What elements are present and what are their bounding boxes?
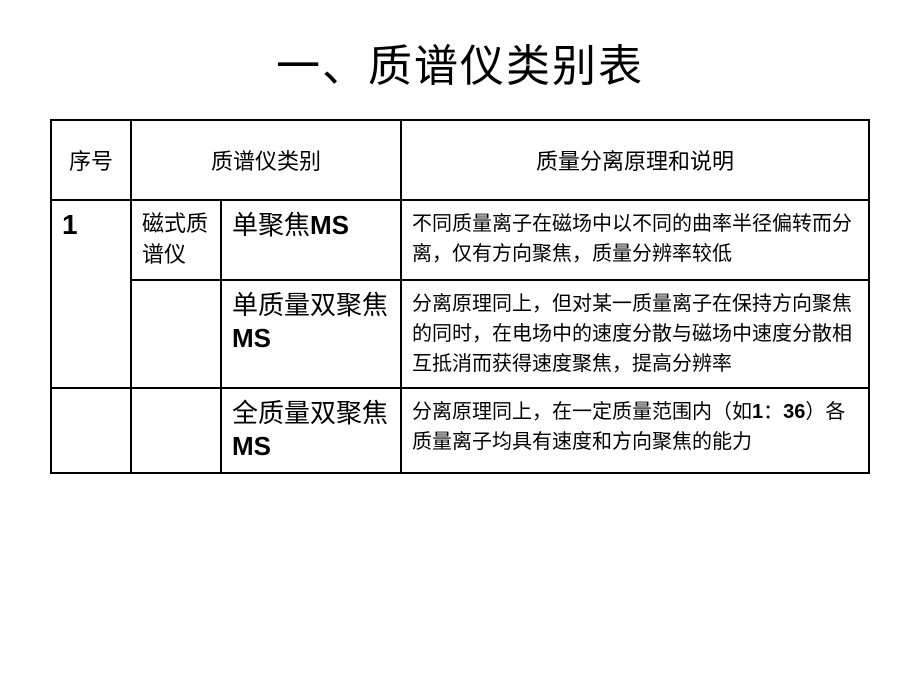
header-category: 质谱仪类别	[131, 120, 401, 200]
header-seq: 序号	[51, 120, 131, 200]
table-row: 1 磁式质谱仪 单聚焦MS 不同质量离子在磁场中以不同的曲率半径偏转而分离，仅有…	[51, 200, 869, 280]
table-row: 单质量双聚焦MS 分离原理同上，但对某一质量离子在保持方向聚焦的同时，在电场中的…	[51, 280, 869, 388]
category-cell-empty	[131, 388, 221, 474]
type-cell: 全质量双聚焦MS	[221, 388, 401, 474]
description-cell: 不同质量离子在磁场中以不同的曲率半径偏转而分离，仅有方向聚焦，质量分辨率较低	[401, 200, 869, 280]
spectrometer-table: 序号 质谱仪类别 质量分离原理和说明 1 磁式质谱仪 单聚焦MS 不同质量离子在…	[50, 119, 870, 474]
description-cell: 分离原理同上，在一定质量范围内（如1：36）各质量离子均具有速度和方向聚焦的能力	[401, 388, 869, 474]
header-description: 质量分离原理和说明	[401, 120, 869, 200]
table-header-row: 序号 质谱仪类别 质量分离原理和说明	[51, 120, 869, 200]
category-cell-empty	[131, 280, 221, 388]
description-cell: 分离原理同上，但对某一质量离子在保持方向聚焦的同时，在电场中的速度分散与磁场中速…	[401, 280, 869, 388]
seq-cell-empty	[51, 388, 131, 474]
seq-cell: 1	[51, 200, 131, 388]
type-cell: 单质量双聚焦MS	[221, 280, 401, 388]
category-cell: 磁式质谱仪	[131, 200, 221, 280]
type-cell: 单聚焦MS	[221, 200, 401, 280]
table-row: 全质量双聚焦MS 分离原理同上，在一定质量范围内（如1：36）各质量离子均具有速…	[51, 388, 869, 474]
page-title: 一、质谱仪类别表	[50, 30, 870, 94]
